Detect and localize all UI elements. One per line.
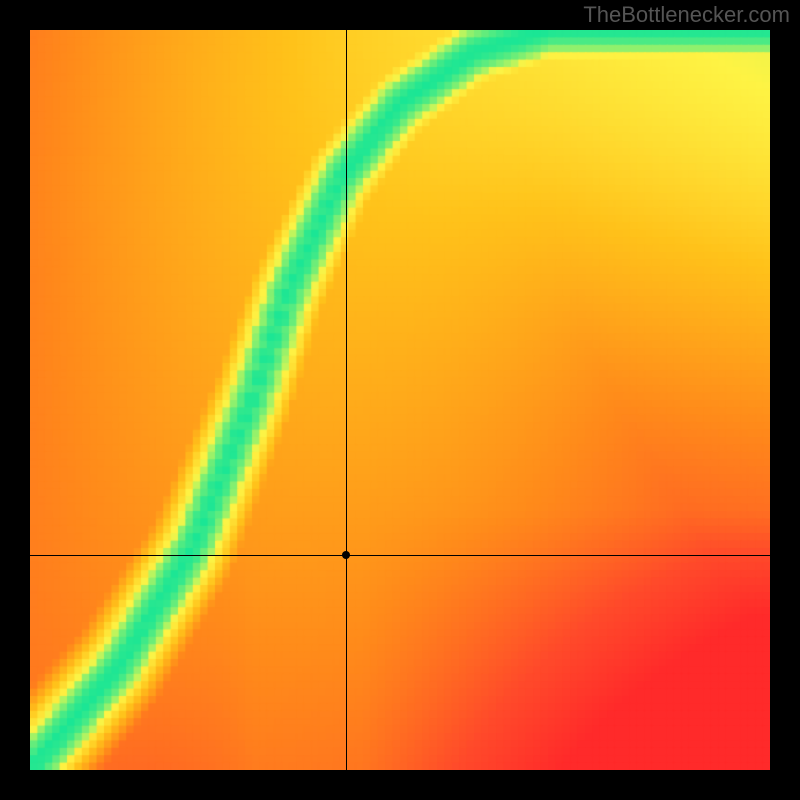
heatmap-plot bbox=[30, 30, 770, 770]
crosshair-marker-dot bbox=[342, 551, 350, 559]
watermark-text: TheBottlenecker.com bbox=[583, 2, 790, 28]
crosshair-vertical bbox=[346, 30, 347, 770]
crosshair-horizontal bbox=[30, 555, 770, 556]
heatmap-canvas bbox=[30, 30, 770, 770]
